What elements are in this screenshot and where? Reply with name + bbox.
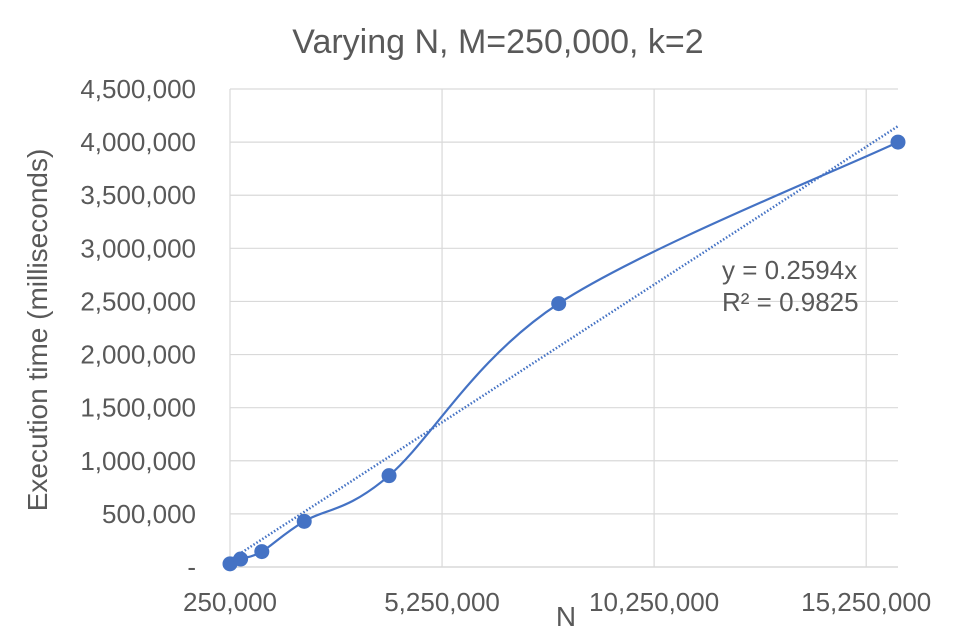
y-tick-label: 3,500,000 <box>80 180 196 210</box>
x-tick-label: 250,000 <box>183 587 277 617</box>
y-tick-labels: - 500,000 1,000,000 1,500,000 2,000,000 2,500… <box>80 74 196 582</box>
y-tick-label: 1,500,000 <box>80 393 196 423</box>
trendline-path <box>229 125 899 562</box>
x-tick-label: 5,250,000 <box>384 587 500 617</box>
y-tick-label: 4,000,000 <box>80 127 196 157</box>
x-tick-label: 10,250,000 <box>589 587 719 617</box>
x-tick-label: 15,250,000 <box>801 587 931 617</box>
data-point <box>233 551 249 567</box>
y-tick-label: 2,500,000 <box>80 286 196 316</box>
data-point <box>296 513 312 529</box>
series-line <box>229 141 899 565</box>
x-tick-labels: 250,000 5,250,000 10,250,000 15,250,000 <box>183 587 931 617</box>
trendline-r-squared: R² = 0.9825 <box>722 287 859 317</box>
y-tick-label: - <box>187 552 196 582</box>
data-points <box>222 134 906 572</box>
y-tick-label: 1,000,000 <box>80 446 196 476</box>
x-axis-title: N <box>556 601 576 632</box>
y-tick-label: 500,000 <box>102 499 196 529</box>
data-point <box>551 296 567 312</box>
trendline-equation: y = 0.2594x <box>722 255 857 285</box>
series-path <box>229 141 899 565</box>
data-point <box>254 544 270 560</box>
data-point <box>890 134 906 150</box>
trendline <box>229 125 899 562</box>
data-point <box>381 468 397 484</box>
y-tick-label: 4,500,000 <box>80 74 196 104</box>
y-tick-label: 2,000,000 <box>80 340 196 370</box>
y-axis-title: Execution time (milliseconds) <box>22 149 53 512</box>
y-tick-label: 3,000,000 <box>80 233 196 263</box>
chart-title: Varying N, M=250,000, k=2 <box>292 23 703 61</box>
